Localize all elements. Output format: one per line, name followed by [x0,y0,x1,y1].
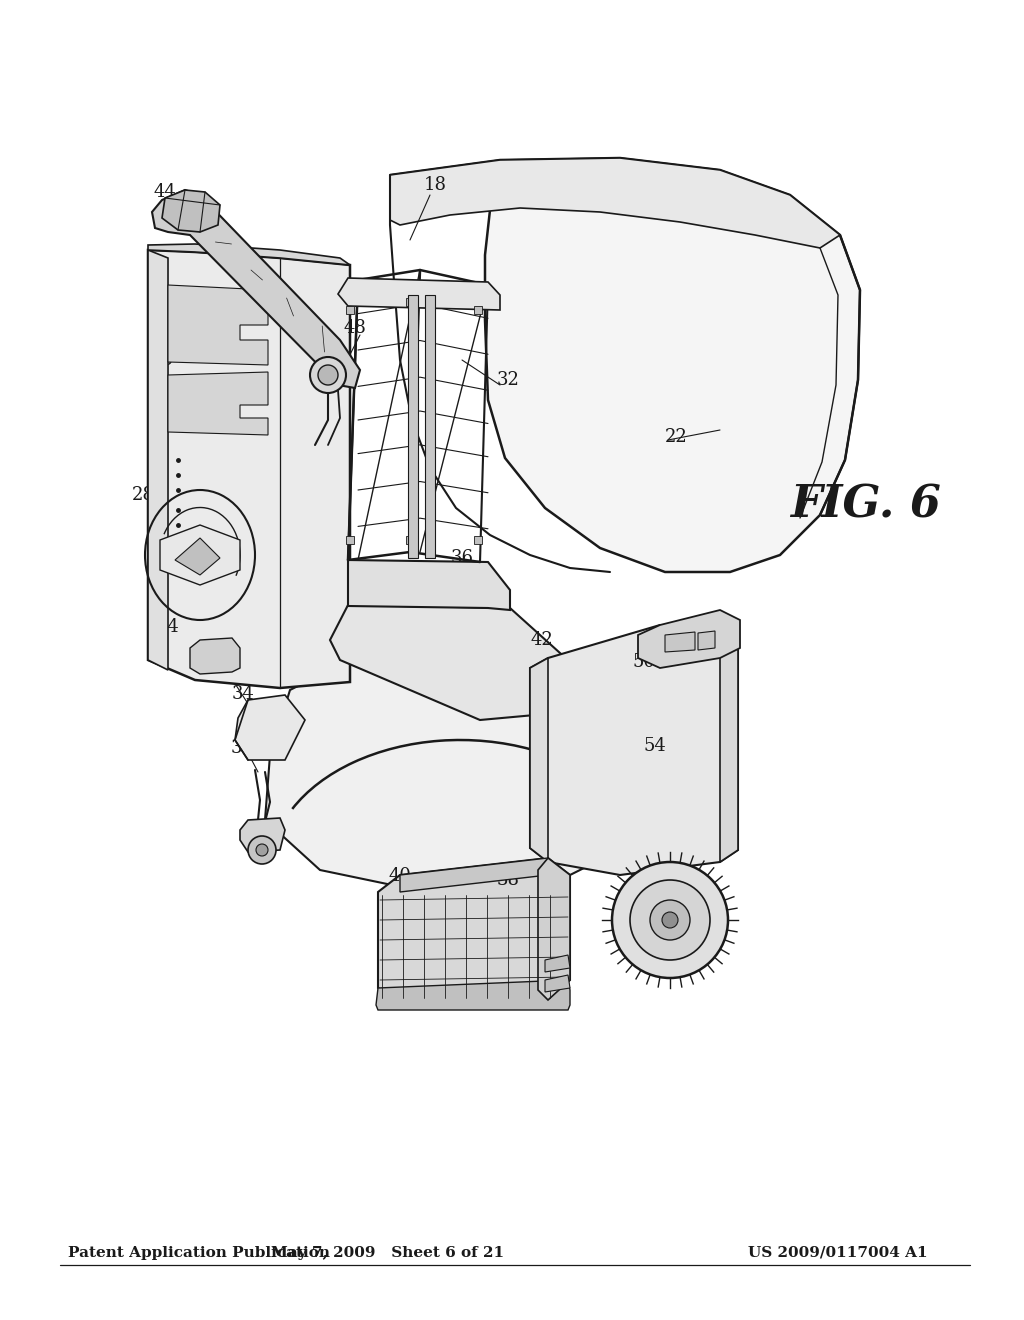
Text: 40: 40 [388,867,412,884]
Circle shape [662,912,678,928]
Polygon shape [406,298,414,306]
Circle shape [630,880,710,960]
Polygon shape [346,306,354,314]
Text: 48: 48 [344,319,367,337]
Text: 22: 22 [665,428,687,446]
Circle shape [310,356,346,393]
Polygon shape [148,244,350,265]
Polygon shape [406,536,414,544]
Polygon shape [378,858,570,1001]
Polygon shape [474,306,482,314]
Circle shape [612,862,728,978]
Text: 50: 50 [633,653,655,671]
Polygon shape [720,638,738,862]
Polygon shape [338,279,500,310]
Text: FIG. 6: FIG. 6 [790,483,941,527]
Polygon shape [348,560,510,610]
Polygon shape [175,539,220,576]
Text: Patent Application Publication: Patent Application Publication [68,1246,330,1261]
Polygon shape [346,536,354,544]
Text: 24: 24 [157,618,179,636]
Polygon shape [698,631,715,649]
Polygon shape [665,632,695,652]
Text: 54: 54 [644,737,667,755]
Polygon shape [234,696,305,760]
Text: 32: 32 [497,371,519,389]
Text: 18: 18 [424,176,446,194]
Text: US 2009/0117004 A1: US 2009/0117004 A1 [748,1246,928,1261]
Polygon shape [160,525,240,585]
Polygon shape [190,638,240,675]
Polygon shape [400,858,548,892]
Polygon shape [168,372,268,436]
Text: 28: 28 [131,486,155,504]
Polygon shape [152,190,360,388]
Text: 36: 36 [451,549,473,568]
Polygon shape [530,624,738,875]
Text: 30: 30 [230,739,254,756]
Polygon shape [265,660,650,895]
Polygon shape [390,158,840,248]
Text: 34: 34 [231,685,254,704]
Polygon shape [638,610,740,668]
Circle shape [318,366,338,385]
Polygon shape [538,858,570,1001]
Text: 26: 26 [151,351,173,370]
Polygon shape [240,818,285,851]
Text: 38: 38 [497,871,519,888]
Text: 42: 42 [530,631,553,649]
Polygon shape [376,979,570,1010]
Text: 20: 20 [207,653,229,672]
Polygon shape [162,190,220,232]
Text: 44: 44 [154,183,176,201]
Polygon shape [148,249,350,688]
Polygon shape [545,954,570,972]
Circle shape [650,900,690,940]
Circle shape [256,843,268,855]
Polygon shape [530,657,548,862]
Text: May 7, 2009   Sheet 6 of 21: May 7, 2009 Sheet 6 of 21 [271,1246,505,1261]
Polygon shape [408,294,418,558]
Polygon shape [390,158,860,572]
Circle shape [248,836,276,865]
Polygon shape [474,536,482,544]
Polygon shape [168,285,268,366]
Polygon shape [425,294,435,558]
Polygon shape [330,605,590,719]
Polygon shape [545,975,570,993]
Polygon shape [148,249,168,671]
